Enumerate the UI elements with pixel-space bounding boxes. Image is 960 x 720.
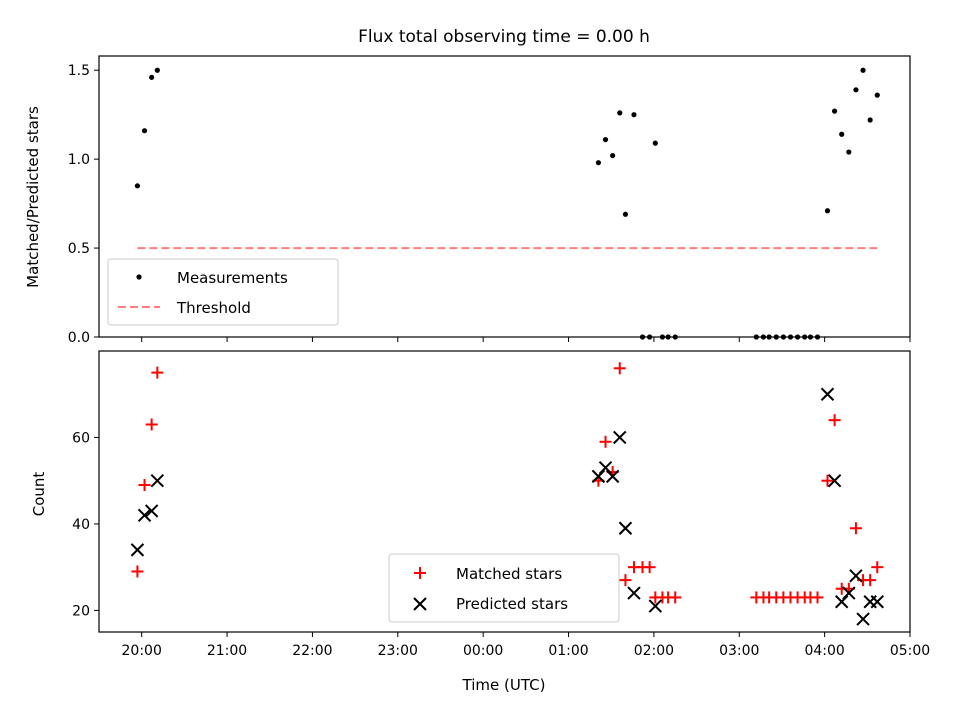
top-legend-box: [107, 258, 339, 326]
measurement-point: [853, 87, 859, 93]
measurement-point: [860, 67, 866, 73]
matched-star-point: [669, 591, 682, 604]
legend-matched-label: Matched stars: [456, 565, 562, 583]
top-panel-marks: [134, 67, 880, 340]
x-tick-label: 22:00: [292, 643, 332, 659]
matched-star-point: [871, 561, 884, 574]
matched-star-point: [138, 479, 151, 492]
bottom-y-axis-label: Count: [30, 472, 48, 517]
measurement-point: [652, 140, 658, 146]
predicted-star-point: [130, 543, 145, 557]
legend-threshold-label: Threshold: [176, 299, 251, 317]
top-panel-ticks: 0.0 0.5 1.0 1.5: [68, 63, 911, 346]
predicted-star-point: [627, 586, 641, 600]
predicted-star-point: [591, 469, 606, 484]
matched-star-point: [599, 435, 612, 448]
predicted-star-point: [618, 521, 633, 535]
measurement-point: [134, 183, 141, 189]
bottom-legend-box: [388, 553, 620, 623]
predicted-star-point: [856, 612, 870, 626]
bottom-panel-marks: [130, 362, 884, 626]
x-tick-label: 20:00: [122, 643, 162, 659]
matched-star-point: [811, 591, 824, 604]
x-axis-label: Time (UTC): [462, 676, 546, 694]
predicted-star-point: [144, 504, 159, 518]
top-legend: Measurements Threshold: [107, 258, 339, 326]
x-tick-label: 04:00: [804, 643, 844, 659]
bottom-panel-frame: [98, 350, 911, 633]
predicted-star-point: [842, 586, 856, 600]
matched-star-point: [131, 565, 144, 578]
chart-title: Flux total observing time = 0.00 h: [358, 27, 650, 47]
x-tick-label: 01:00: [548, 643, 588, 659]
measurement-point: [154, 67, 160, 73]
x-tick-label: 03:00: [719, 643, 759, 659]
legend-predicted-marker: [413, 597, 427, 611]
matched-star-point: [849, 522, 862, 535]
matched-star-point: [613, 362, 626, 375]
measurement-point: [824, 208, 831, 214]
bottom-y-tick-label: 60: [72, 430, 90, 446]
measurement-point: [595, 160, 602, 166]
measurement-point: [631, 112, 637, 118]
top-y-tick-label: 0.5: [68, 241, 90, 257]
bottom-y-tick-label: 40: [72, 517, 90, 533]
measurement-point: [610, 152, 616, 159]
predicted-star-point: [849, 569, 863, 583]
predicted-star-point: [605, 469, 620, 484]
predicted-star-point: [827, 473, 842, 488]
legend-measurements-label: Measurements: [177, 269, 288, 287]
x-tick-label: 23:00: [378, 643, 418, 659]
bottom-y-tick-label: 20: [72, 603, 90, 619]
matched-star-point: [145, 418, 158, 431]
legend-measurements-marker: [136, 274, 142, 280]
x-tick-label: 02:00: [634, 643, 674, 659]
x-tick-label: 05:00: [890, 643, 930, 659]
measurement-point: [839, 131, 845, 137]
measurement-point: [617, 110, 623, 116]
top-y-tick-label: 0.0: [68, 330, 90, 346]
matched-star-point: [619, 574, 632, 587]
predicted-star-point: [648, 599, 663, 613]
measurement-point: [831, 108, 838, 114]
matched-star-point: [643, 561, 656, 574]
bottom-legend: Matched stars Predicted stars: [388, 553, 620, 623]
measurement-point: [867, 117, 873, 123]
predicted-star-point: [820, 387, 835, 401]
predicted-star-point: [137, 508, 152, 522]
predicted-star-point: [834, 595, 849, 609]
measurement-point: [622, 211, 629, 217]
legend-predicted-label: Predicted stars: [456, 595, 568, 613]
matched-star-point: [828, 414, 841, 427]
measurement-point: [874, 92, 880, 98]
legend-matched-marker: [414, 567, 426, 579]
top-y-axis-label: Matched/Predicted stars: [24, 106, 42, 288]
measurement-point: [846, 149, 852, 155]
matched-star-point: [151, 366, 164, 379]
predicted-star-point: [870, 595, 884, 609]
matched-star-point: [864, 574, 877, 587]
bottom-panel-ticks: 20 40 60 20:00 21:00 22:00 23:00 00:00 01:00 02:0…: [72, 430, 930, 659]
top-y-tick-label: 1.5: [68, 63, 90, 79]
predicted-star-point: [150, 473, 165, 488]
top-y-tick-label: 1.0: [68, 152, 90, 168]
x-tick-label: 00:00: [463, 643, 503, 659]
measurement-point: [602, 136, 609, 143]
matched-star-point: [821, 474, 834, 487]
measurement-point: [141, 128, 148, 134]
x-tick-label: 21:00: [207, 643, 247, 659]
measurement-point: [149, 74, 155, 80]
predicted-star-point: [613, 430, 627, 445]
predicted-star-point: [598, 461, 613, 475]
top-panel-frame: [98, 55, 911, 338]
